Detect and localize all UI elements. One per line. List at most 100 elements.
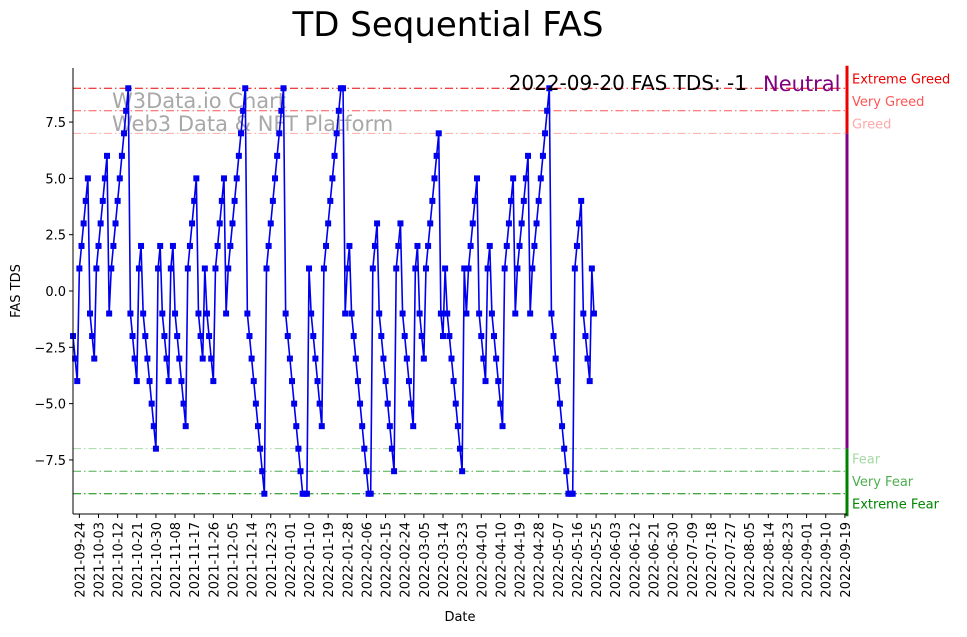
data-point xyxy=(286,355,293,362)
data-point xyxy=(157,242,164,249)
data-point xyxy=(588,265,595,272)
data-point xyxy=(514,265,521,272)
data-point xyxy=(414,242,421,249)
x-tick-label: 2021-09-24 xyxy=(73,522,88,598)
data-point xyxy=(386,423,393,430)
data-point xyxy=(284,333,291,340)
data-point xyxy=(325,220,332,227)
data-point xyxy=(495,378,502,385)
data-point xyxy=(348,310,355,317)
data-point xyxy=(429,197,436,204)
data-point xyxy=(405,378,412,385)
data-point xyxy=(510,175,517,182)
data-point xyxy=(527,310,534,317)
x-axis-ticks: 2021-09-24 2021-10-03 2021-10-12 2021-10-21… xyxy=(73,514,854,598)
data-point xyxy=(191,197,198,204)
x-tick-label: 2022-09-01 xyxy=(801,522,816,598)
x-tick-label: 2022-04-01 xyxy=(475,522,490,598)
data-point xyxy=(233,175,240,182)
data-point xyxy=(227,242,234,249)
data-point xyxy=(274,152,281,159)
data-point xyxy=(361,445,368,452)
data-point xyxy=(488,310,495,317)
x-tick-label: 2021-12-14 xyxy=(246,522,261,598)
reference-label-1: Very Greed xyxy=(852,95,924,110)
data-point xyxy=(442,265,449,272)
data-point xyxy=(169,242,176,249)
data-point xyxy=(116,175,123,182)
data-point xyxy=(197,333,204,340)
data-point xyxy=(172,310,179,317)
data-point xyxy=(208,355,215,362)
data-point xyxy=(439,333,446,340)
data-point xyxy=(412,265,419,272)
x-tick-label: 2021-10-30 xyxy=(150,522,165,598)
data-point xyxy=(401,333,408,340)
data-point xyxy=(382,378,389,385)
data-point xyxy=(378,333,385,340)
data-point xyxy=(403,355,410,362)
data-point xyxy=(467,242,474,249)
reference-label-4: Very Fear xyxy=(852,475,914,490)
x-tick-label: 2022-04-28 xyxy=(533,522,548,598)
data-point xyxy=(272,175,279,182)
data-point xyxy=(189,220,196,227)
data-point xyxy=(257,445,264,452)
data-point xyxy=(72,355,79,362)
x-axis-label: Date xyxy=(444,610,475,625)
data-point xyxy=(425,242,432,249)
data-point xyxy=(469,220,476,227)
data-point xyxy=(118,152,125,159)
data-point xyxy=(303,490,310,497)
data-point xyxy=(552,355,559,362)
x-tick-label: 2022-08-14 xyxy=(762,522,777,598)
data-point xyxy=(537,175,544,182)
data-point xyxy=(491,333,498,340)
data-point xyxy=(237,130,244,137)
y-tick-label: −5.0 xyxy=(34,398,66,413)
data-point xyxy=(478,333,485,340)
y-axis-ticks: −7.5 −5.0 −2.5 0.0 2.5 5.0 7.5 xyxy=(34,116,73,469)
data-point xyxy=(184,265,191,272)
data-point xyxy=(206,333,213,340)
data-point xyxy=(427,220,434,227)
data-point xyxy=(142,333,149,340)
x-tick-label: 2022-05-25 xyxy=(590,522,605,598)
data-point xyxy=(95,242,102,249)
data-point xyxy=(140,310,147,317)
data-point xyxy=(344,265,351,272)
x-tick-label: 2022-01-10 xyxy=(303,522,318,598)
data-point xyxy=(84,175,91,182)
data-point xyxy=(471,197,478,204)
data-point xyxy=(201,265,208,272)
x-tick-label: 2021-12-05 xyxy=(226,522,241,598)
data-point xyxy=(150,423,157,430)
data-point xyxy=(316,400,323,407)
data-point xyxy=(203,310,210,317)
data-point xyxy=(267,220,274,227)
data-point xyxy=(388,445,395,452)
data-point xyxy=(486,242,493,249)
series-markers xyxy=(70,85,597,497)
data-point xyxy=(420,355,427,362)
data-point xyxy=(87,310,94,317)
data-point xyxy=(161,333,168,340)
data-point xyxy=(539,152,546,159)
data-point xyxy=(508,197,515,204)
data-point xyxy=(512,310,519,317)
x-tick-label: 2022-03-14 xyxy=(437,522,452,598)
data-point xyxy=(559,423,566,430)
data-point xyxy=(135,265,142,272)
data-point xyxy=(397,220,404,227)
data-point xyxy=(148,400,155,407)
status-annotation: 2022-09-20 FAS TDS: -1 xyxy=(509,71,747,95)
data-point xyxy=(340,85,347,92)
x-tick-label: 2022-02-15 xyxy=(380,522,395,598)
data-point xyxy=(152,445,159,452)
status-label: Neutral xyxy=(763,72,841,96)
data-point xyxy=(384,400,391,407)
data-point xyxy=(269,197,276,204)
data-point xyxy=(167,265,174,272)
y-tick-label: 0.0 xyxy=(45,285,66,300)
